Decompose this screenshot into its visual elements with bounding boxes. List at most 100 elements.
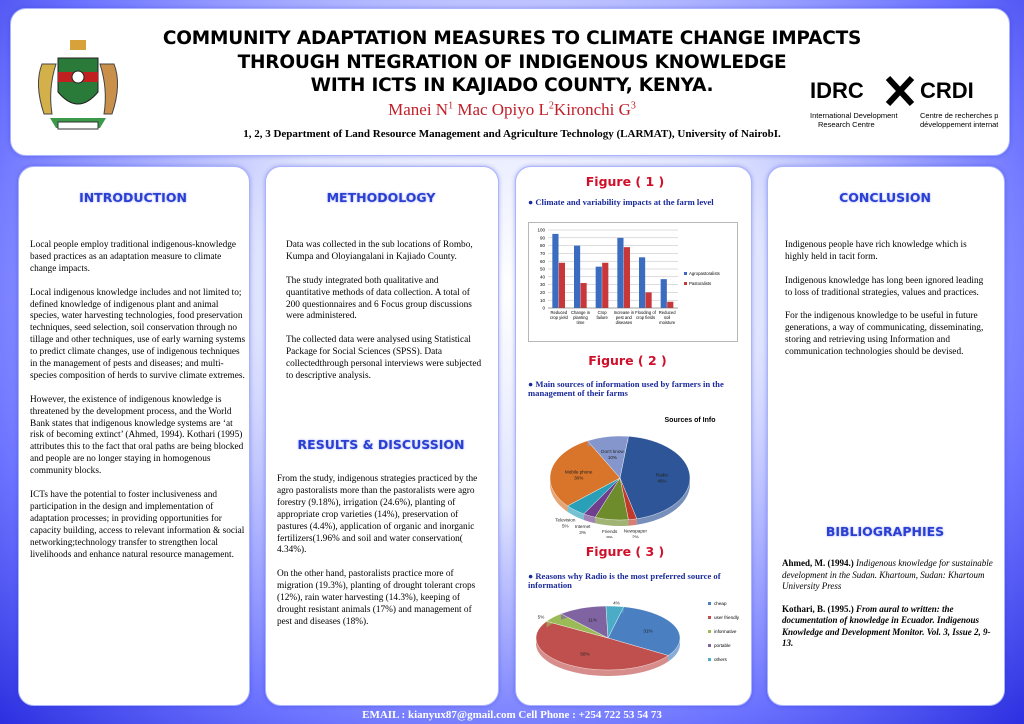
panel: [265, 166, 499, 706]
slice-value: 31%: [643, 628, 652, 633]
x-tick-label: Increase in pest and diseases: [614, 310, 635, 325]
title-line: THROUGH NTEGRATION OF INDIGENOUS KNOWLED…: [237, 51, 787, 73]
author-name: Mac Opiyo L: [453, 100, 549, 119]
slice-value: 46%: [657, 478, 666, 483]
logo-text: développement international: [920, 120, 998, 129]
section-text: Indigenous people have rich knowledge wh…: [785, 240, 990, 371]
caption-text: Reasons why Radio is the most preferred …: [528, 571, 721, 590]
legend-label: user friendly: [714, 615, 740, 620]
x-tick-label: Crop failure: [596, 310, 608, 320]
legend-label: others: [714, 657, 727, 662]
y-tick-label: 90: [540, 235, 546, 240]
paragraph: Indigenous knowledge has long been ignor…: [785, 275, 984, 298]
paragraph: On the other hand, pastoralists practice…: [277, 569, 476, 627]
bar: [645, 292, 652, 308]
legend-swatch: [708, 616, 711, 619]
bibliography: Ahmed, M. (1994.) Indigenous knowledge f…: [782, 558, 994, 661]
paragraph: From the study, indigenous strategies pr…: [277, 474, 478, 556]
section-heading: BIBLIOGRAPHIES: [825, 524, 945, 539]
title-line: WITH ICTS IN KAJIADO COUNTY, KENYA.: [310, 75, 714, 96]
x-tick-label: Reduced soil moisture: [659, 310, 676, 325]
section-heading: METHODOLOGY: [326, 190, 436, 205]
section-heading: RESULTS & DISCUSSION: [297, 437, 465, 452]
bar: [558, 262, 566, 308]
coat-of-arms: [38, 40, 118, 130]
paragraph: The study integrated both qualitative an…: [286, 275, 472, 322]
y-tick-label: 80: [540, 243, 546, 248]
slice-value: 50%: [580, 652, 589, 657]
section-text: From the study, indigenous strategies pr…: [277, 474, 482, 641]
logo-text: CRDI: [920, 78, 974, 103]
figure-caption: ● Reasons why Radio is the most preferre…: [528, 571, 721, 590]
figure-caption: ● Climate and variability impacts at the…: [528, 197, 714, 207]
bar: [623, 247, 631, 308]
footer: EMAIL : kianyux87@gmail.com Cell Phone :…: [362, 709, 662, 721]
y-tick-label: 0: [542, 306, 545, 311]
figure-label: Figure ( 2 ): [588, 353, 667, 368]
pie-slice: [549, 440, 621, 507]
slice-value: 3%: [579, 530, 586, 535]
slice-value: 5%: [538, 614, 545, 619]
slice-value: 30%: [574, 475, 583, 480]
y-tick-label: 40: [540, 274, 546, 279]
author-name: Kironchi G: [553, 100, 631, 119]
figure-label: Figure ( 3 ): [585, 544, 665, 559]
header-box: [10, 8, 1010, 156]
slice-value: 10%: [608, 455, 617, 460]
bib-entry: Kothari, B. (1995.) From aural to writte…: [782, 604, 994, 650]
y-tick-label: 50: [540, 267, 546, 272]
slice-label: Don't know: [601, 449, 624, 454]
bar: [667, 301, 674, 308]
paragraph: However, the existence of indigenous kno…: [30, 394, 244, 477]
y-tick-label: 70: [540, 251, 546, 256]
slice-label: Friends: [602, 529, 618, 534]
paragraph: Local indigenous knowledge includes and …: [30, 287, 246, 381]
slice-label: Television: [555, 517, 576, 522]
slice-value: 11%: [588, 618, 597, 623]
pie-slice: [607, 606, 681, 656]
legend-swatch: [684, 282, 687, 285]
figure-chart: 31% 50% 5% 11% 4% cheap user friendly informati…: [535, 601, 740, 676]
panel: [767, 166, 1005, 706]
pie-depth: [567, 505, 584, 520]
pie-slice: [619, 436, 691, 519]
bar: [639, 257, 646, 308]
section-heading: INTRODUCTION: [79, 190, 187, 205]
paragraph: Indigenous people have rich knowledge wh…: [785, 240, 967, 262]
slice-label: Newspaper: [624, 528, 648, 533]
author-name: Manei N: [388, 100, 449, 119]
bar: [602, 262, 609, 308]
caption-text: Main sources of information used by farm…: [528, 379, 724, 398]
bar: [574, 245, 581, 308]
legend-swatch: [708, 630, 711, 633]
bar: [552, 233, 559, 308]
figure-caption: ● Main sources of information used by fa…: [528, 379, 724, 398]
bib-title: From aural to written: the documentation…: [782, 603, 991, 649]
section-text: Data was collected in the sub locations …: [286, 240, 482, 395]
legend-label: portable: [714, 643, 731, 648]
author-sup: 1: [448, 100, 454, 112]
pie-depth: [583, 513, 596, 524]
section-heading: CONCLUSION: [839, 190, 931, 205]
logo-text: IDRC: [810, 78, 864, 103]
bar: [595, 266, 602, 308]
paragraph: For the indigenous knowledge to be usefu…: [785, 311, 984, 358]
logo-text: Research Centre: [818, 120, 875, 129]
slice-value: 8%: [606, 535, 613, 538]
idrc-logo: IDRC CRDI International Development Rese…: [810, 75, 998, 129]
bib-title: Indigenous knowledge for sustainable dev…: [782, 558, 993, 591]
bib-entry: Ahmed, M. (1994.) Indigenous knowledge f…: [782, 558, 994, 593]
paragraph: The collected data were analysed using S…: [286, 335, 482, 381]
x-tick-label: Change in planting time: [571, 310, 591, 325]
legend-swatch: [708, 644, 711, 647]
caption-text: Climate and variability impacts at the f…: [535, 197, 714, 207]
authors: Manei N1 Mac Opiyo L2Kironchi G3: [0, 100, 1024, 120]
legend-label: cheap: [714, 601, 727, 606]
pie-slice: [605, 605, 625, 639]
y-tick-label: 10: [540, 298, 546, 303]
paragraph: ICTs have the potential to foster inclus…: [30, 489, 245, 560]
legend-label: Agropastoralists: [689, 271, 720, 276]
slice-value: 5%: [562, 523, 569, 528]
